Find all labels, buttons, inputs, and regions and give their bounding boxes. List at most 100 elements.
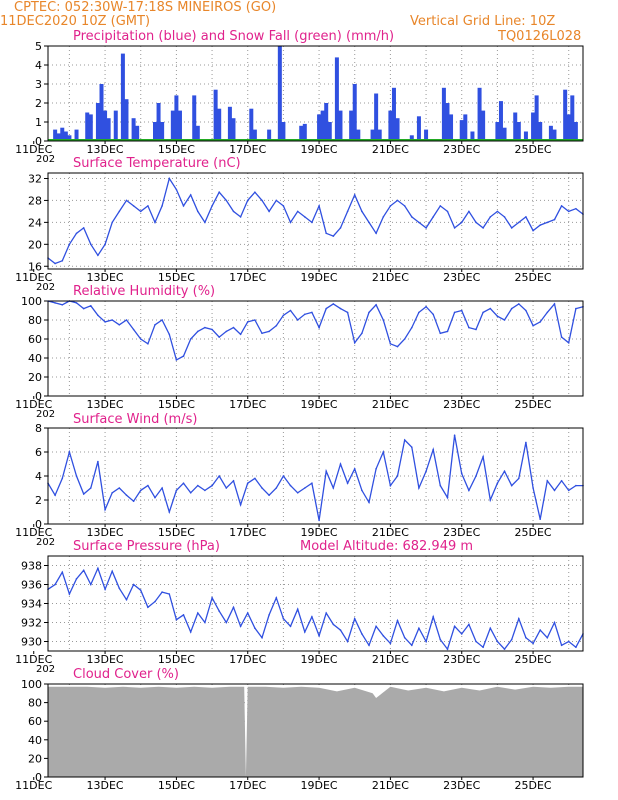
data-point xyxy=(282,475,285,477)
header-code: TQ0126L028 xyxy=(498,29,582,44)
data-point xyxy=(567,489,570,492)
data-point xyxy=(75,475,78,477)
data-point xyxy=(418,487,420,489)
data-point xyxy=(532,324,534,327)
precip-bar xyxy=(573,122,578,141)
data-point xyxy=(468,623,470,626)
x-tick-label: 17DEC xyxy=(229,398,266,411)
x-tick-label: 21DEC xyxy=(372,526,409,539)
panel-title-pressure: Surface Pressure (hPa) xyxy=(73,539,220,554)
data-point xyxy=(182,355,185,357)
data-point xyxy=(154,324,156,326)
data-point xyxy=(275,487,278,489)
precip-bar xyxy=(177,110,182,141)
y-tick-label: 100 xyxy=(21,295,42,308)
data-point xyxy=(389,642,392,645)
data-point xyxy=(175,359,178,361)
data-point xyxy=(439,332,442,335)
precip-bar xyxy=(103,110,108,141)
precip-bar xyxy=(531,112,536,141)
panel-frame xyxy=(47,555,584,652)
data-point xyxy=(346,640,349,643)
panel-frame xyxy=(47,300,584,397)
data-point xyxy=(232,606,235,609)
data-point xyxy=(539,518,541,520)
data-point xyxy=(396,345,399,348)
data-point xyxy=(560,480,563,482)
y-tick-label: 936 xyxy=(21,579,42,592)
precip-bar xyxy=(409,135,414,141)
y-tick-label: 938 xyxy=(21,560,42,573)
data-point xyxy=(475,328,477,331)
precip-bar xyxy=(53,129,58,141)
data-point xyxy=(311,482,313,485)
precip-bar xyxy=(377,129,382,141)
data-point xyxy=(118,587,121,590)
precip-bar xyxy=(552,129,557,141)
precip-bar xyxy=(570,95,575,141)
precip-bar xyxy=(192,95,197,141)
data-point xyxy=(289,484,292,487)
data-point xyxy=(525,216,527,218)
series-line xyxy=(47,176,584,265)
data-point xyxy=(496,210,499,213)
x-tick-label: 15DEC xyxy=(158,526,195,539)
data-point xyxy=(346,210,349,213)
data-point xyxy=(82,493,85,495)
data-point xyxy=(282,617,285,620)
data-point xyxy=(97,254,99,257)
data-point xyxy=(275,199,278,202)
data-point xyxy=(361,332,363,335)
precip-bar xyxy=(391,87,396,141)
data-point xyxy=(432,616,435,618)
data-point xyxy=(82,307,85,310)
data-point xyxy=(482,227,484,229)
data-point xyxy=(403,338,406,340)
data-point xyxy=(332,623,335,626)
data-point xyxy=(510,484,513,487)
data-point xyxy=(446,330,449,333)
precip-bar xyxy=(563,89,568,141)
data-point xyxy=(239,504,242,506)
y-tick-label: 5 xyxy=(35,40,42,53)
y-tick-label: 40 xyxy=(28,734,42,747)
data-point xyxy=(567,210,570,213)
data-point xyxy=(168,333,171,336)
data-point xyxy=(425,640,427,643)
precip-bar xyxy=(523,131,528,141)
x-year-label: 202 xyxy=(36,537,55,548)
precip-bar xyxy=(302,123,307,141)
data-point xyxy=(268,330,270,333)
data-point xyxy=(304,487,306,489)
precip-bar xyxy=(352,84,357,141)
x-tick-label: 19DEC xyxy=(301,779,338,792)
data-point xyxy=(211,328,213,331)
data-point xyxy=(346,482,349,485)
data-point xyxy=(339,629,342,631)
data-point xyxy=(182,205,185,207)
data-point xyxy=(489,627,492,629)
data-point xyxy=(75,302,78,304)
data-point xyxy=(68,451,71,453)
y-tick-label: 4 xyxy=(35,470,42,483)
precip-bar xyxy=(267,129,272,141)
data-point xyxy=(382,451,385,453)
x-tick-label: 13DEC xyxy=(87,653,124,666)
panel-frame xyxy=(47,683,584,778)
data-point xyxy=(282,314,285,317)
y-tick-label: 20 xyxy=(28,371,42,384)
data-point xyxy=(261,199,263,202)
panel-frame xyxy=(47,172,584,270)
x-tick-label: 11DEC xyxy=(15,398,52,411)
precip-bar xyxy=(74,129,79,141)
data-point xyxy=(289,221,292,224)
panel-frame xyxy=(47,427,584,525)
data-point xyxy=(503,470,506,473)
precip-bar xyxy=(85,112,90,141)
y-tick-label: 20 xyxy=(28,752,42,765)
data-point xyxy=(197,612,199,614)
data-point xyxy=(382,216,385,218)
data-point xyxy=(325,612,328,614)
data-point xyxy=(90,487,92,489)
data-point xyxy=(318,635,320,637)
